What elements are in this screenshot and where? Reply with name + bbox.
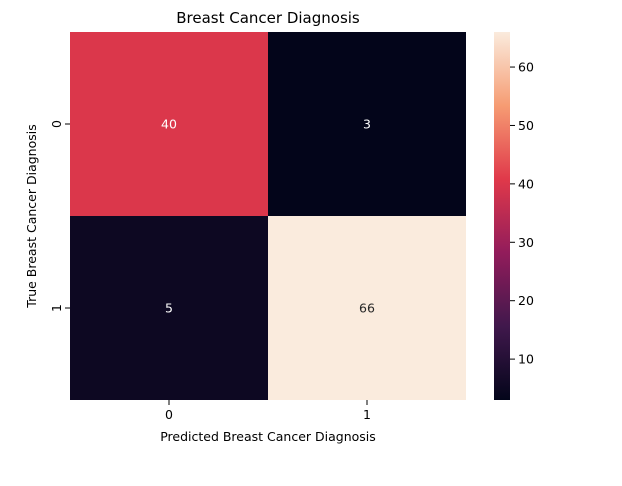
x-tick-label-0: 0 — [165, 407, 173, 422]
colorbar-tick-label-2: 30 — [518, 235, 534, 250]
cell-annotation-r1-c1: 66 — [359, 301, 375, 316]
colorbar-tick-label-3: 40 — [518, 176, 534, 191]
y-tick-label-1: 1 — [49, 304, 64, 312]
colorbar-ticks: 10 20 30 40 50 60 — [510, 60, 534, 367]
chart-title: Breast Cancer Diagnosis — [176, 9, 360, 27]
heatmap-cell-r0-c0 — [70, 32, 268, 216]
heatmap-cell-r1-c1 — [268, 216, 466, 400]
cell-annotation-r1-c0: 5 — [165, 301, 173, 316]
cell-annotation-r0-c1: 3 — [363, 117, 371, 132]
y-axis-label: True Breast Cancer Diagnosis — [24, 124, 39, 308]
colorbar-tick-label-1: 20 — [518, 293, 534, 308]
cell-annotations: 40 3 5 66 — [161, 117, 375, 316]
x-tick-label-1: 1 — [363, 407, 371, 422]
heatmap-cell-r0-c1 — [268, 32, 466, 216]
y-tick-label-0: 0 — [49, 120, 64, 128]
x-axis-label: Predicted Breast Cancer Diagnosis — [160, 429, 376, 444]
heatmap-cells — [70, 32, 466, 400]
colorbar-tick-label-4: 50 — [518, 118, 534, 133]
colorbar-tick-label-5: 60 — [518, 60, 534, 75]
cell-annotation-r0-c0: 40 — [161, 117, 177, 132]
colorbar-tick-label-0: 10 — [518, 352, 534, 367]
heatmap-cell-r1-c0 — [70, 216, 268, 400]
colorbar — [494, 32, 510, 400]
y-axis-ticks: 01 — [49, 120, 70, 312]
